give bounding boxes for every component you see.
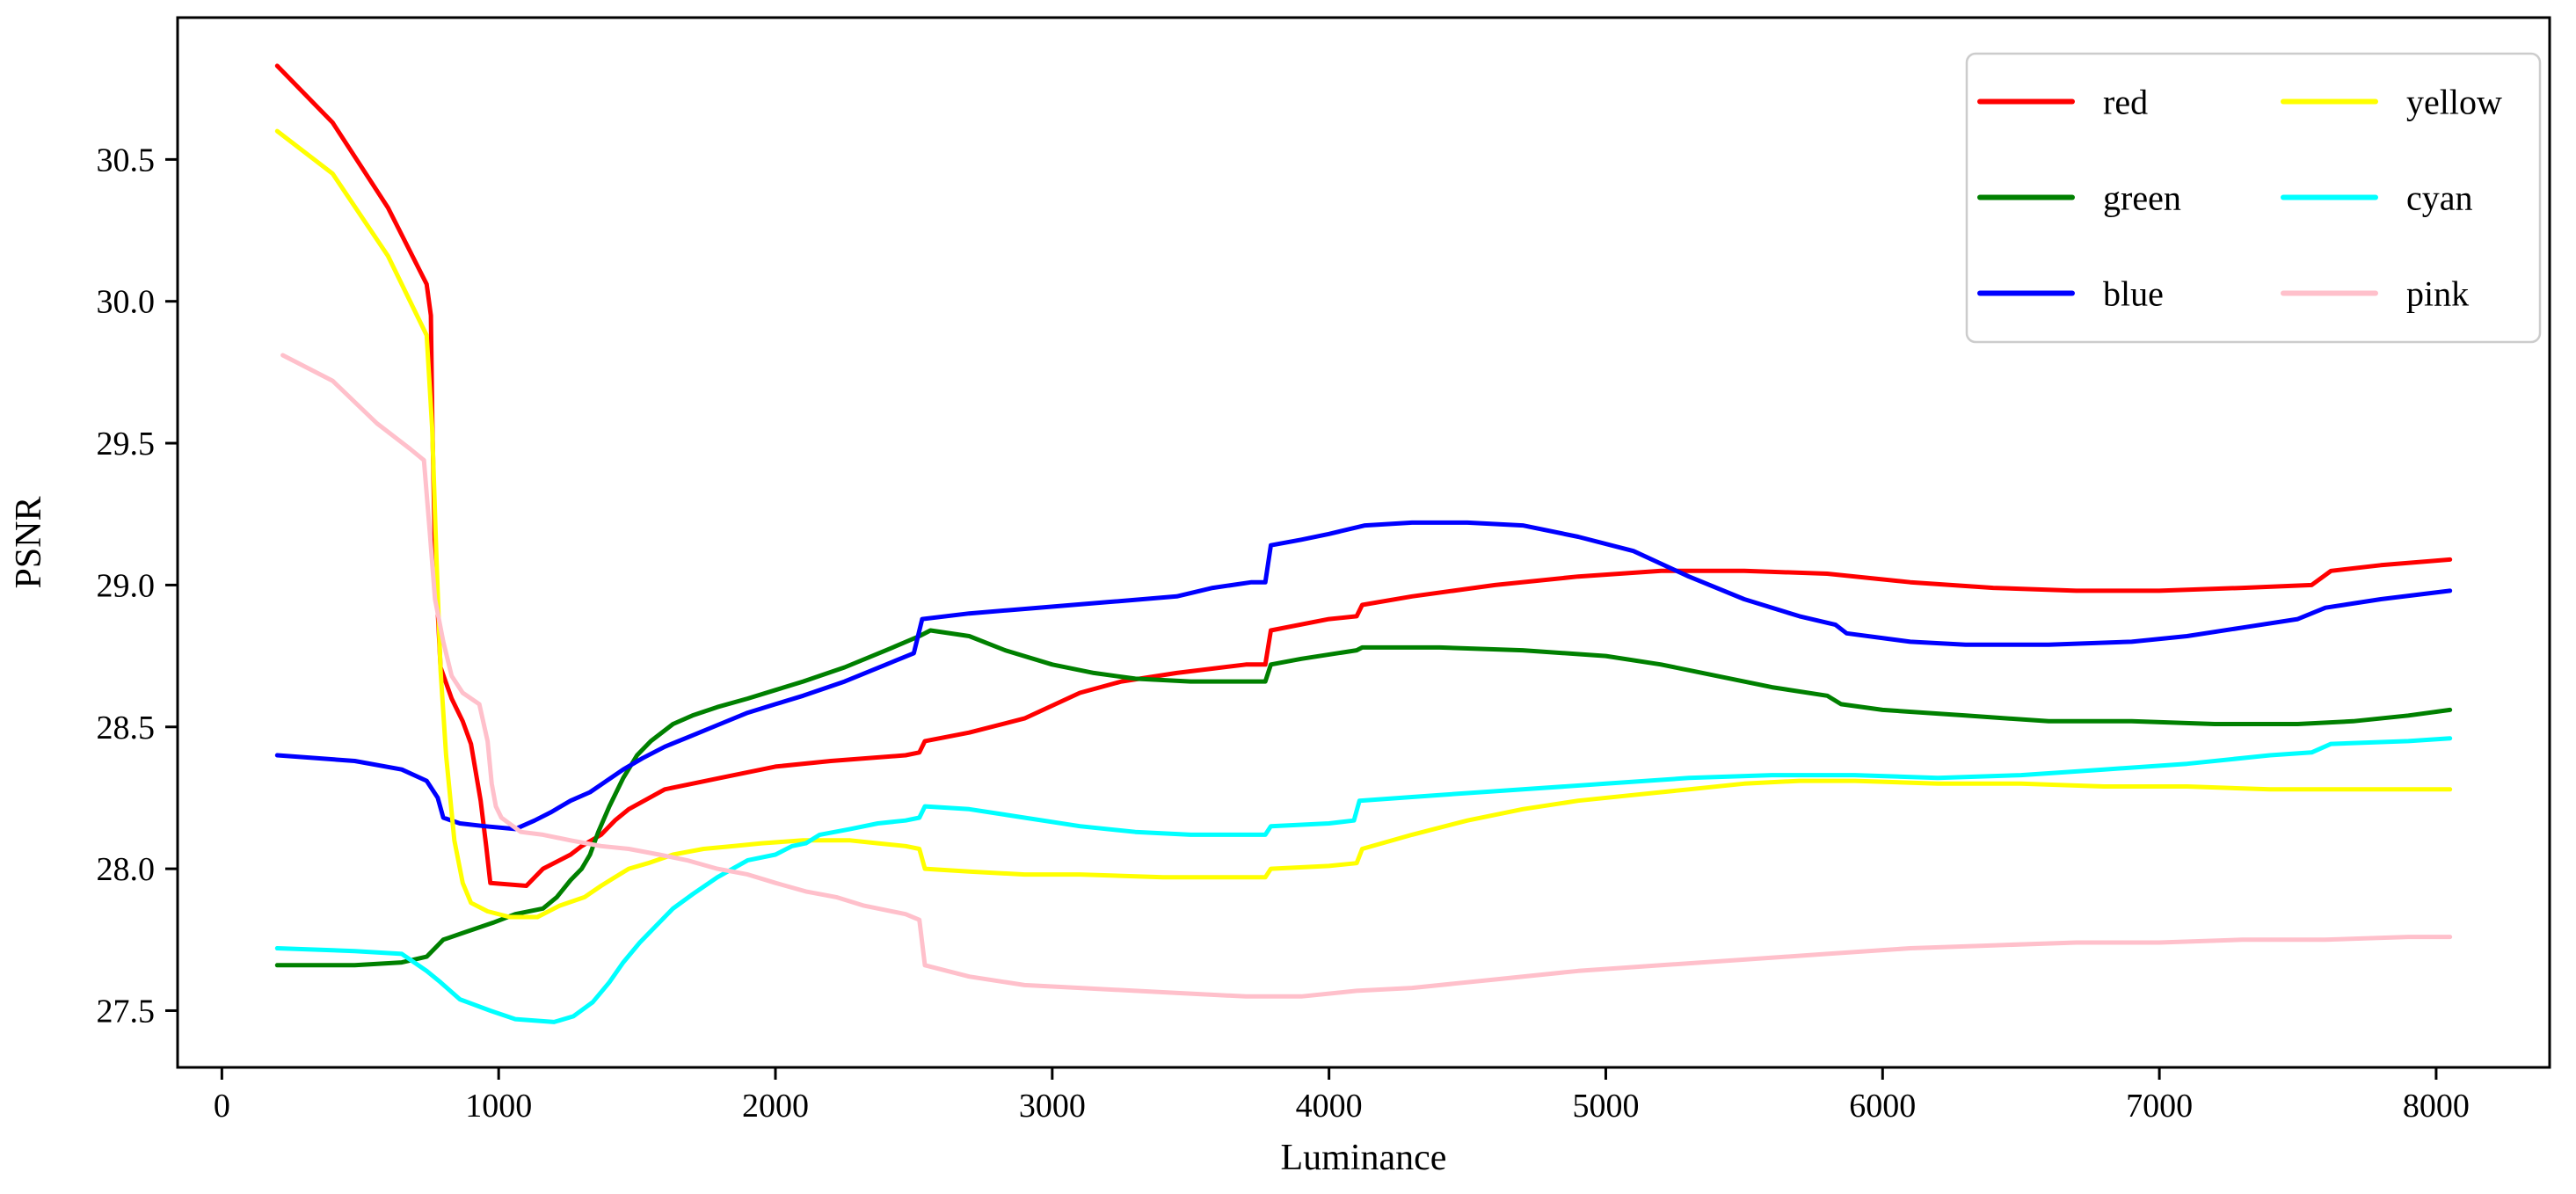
y-tick-label: 28.5 xyxy=(97,710,156,746)
x-tick-label: 8000 xyxy=(2403,1088,2470,1125)
legend-label-green: green xyxy=(2103,178,2181,218)
series-yellow-line xyxy=(274,128,2453,920)
x-tick-label: 0 xyxy=(214,1088,230,1125)
legend: red green blue yellow cyan pink xyxy=(1965,52,2542,344)
series-blue-line xyxy=(274,520,2453,832)
x-tick-label: 1000 xyxy=(465,1088,532,1125)
y-tick-label: 28.0 xyxy=(97,851,156,888)
y-tick-label: 29.5 xyxy=(97,426,156,462)
y-tick-label: 30.0 xyxy=(97,284,156,321)
y-tick-label: 29.0 xyxy=(97,567,156,604)
series-red-line xyxy=(274,63,2453,888)
legend-label-pink: pink xyxy=(2406,274,2469,314)
legend-label-cyan: cyan xyxy=(2406,178,2473,218)
x-tick-label: 3000 xyxy=(1019,1088,1086,1125)
legend-label-yellow: yellow xyxy=(2406,83,2502,122)
x-tick-label: 4000 xyxy=(1296,1088,1363,1125)
y-tick-label: 27.5 xyxy=(97,993,156,1030)
x-tick-label: 7000 xyxy=(2126,1088,2193,1125)
y-tick-label: 30.5 xyxy=(97,142,156,178)
series-green-line xyxy=(274,628,2453,968)
x-tick-label: 5000 xyxy=(1572,1088,1639,1125)
x-axis-title: Luminance xyxy=(1281,1138,1447,1178)
legend-label-blue: blue xyxy=(2103,274,2164,314)
legend-box xyxy=(1965,52,2542,344)
series-cyan-line xyxy=(274,736,2453,1024)
x-tick-label: 6000 xyxy=(1849,1088,1916,1125)
series-pink-line xyxy=(280,353,2453,999)
legend-label-red: red xyxy=(2103,83,2148,122)
x-tick-label: 2000 xyxy=(742,1088,809,1125)
plot-border xyxy=(176,16,2551,1069)
y-axis-title: PSNR xyxy=(9,496,49,588)
